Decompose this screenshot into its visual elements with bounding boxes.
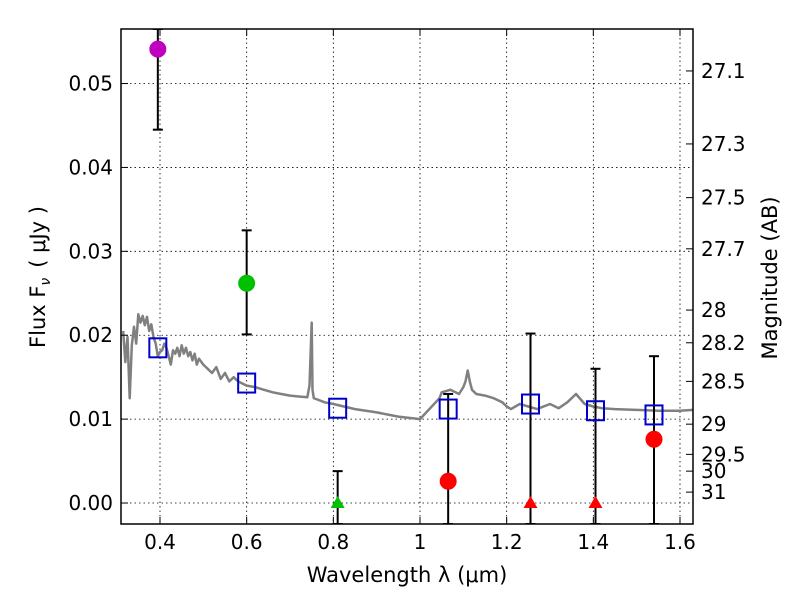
y-tick-label: 0.03 <box>68 239 113 263</box>
x-tick-label: 0.8 <box>317 530 349 554</box>
magnitude-tick-label: 27.5 <box>701 186 746 210</box>
x-tick-label: 1.4 <box>577 530 609 554</box>
flux-point <box>238 274 256 292</box>
y-axis-title-subscript: ν <box>38 278 54 286</box>
model-flux-square <box>644 404 664 426</box>
plot-area <box>121 29 693 524</box>
tick-labels: 0.4 0.6 0.8 1 1.2 1.4 1.6 0.00 0.01 0.02 0.03 0.04 0… <box>68 59 745 554</box>
magnitude-tick-label: 28 <box>701 298 726 322</box>
y-tick-label: 0.00 <box>68 491 113 515</box>
magnitude-tick-label: 31 <box>701 480 726 504</box>
flux-point <box>149 40 167 58</box>
y-tick-label: 0.05 <box>68 72 113 96</box>
magnitude-tick-label: 27.3 <box>701 132 746 156</box>
model-spectrum-line <box>121 313 693 421</box>
x-tick-label: 1.2 <box>491 530 523 554</box>
axis-ticks <box>121 29 693 524</box>
x-tick-label: 1.6 <box>664 530 696 554</box>
plot-frame <box>120 28 694 525</box>
model-flux-square <box>148 337 168 359</box>
flux-point <box>439 472 457 490</box>
magnitude-tick-label: 27.1 <box>701 59 746 83</box>
magnitude-tick-label: 28.2 <box>701 331 746 355</box>
y-tick-label: 0.04 <box>68 155 113 179</box>
model-flux-square <box>328 397 348 419</box>
upper-limit-triangle <box>588 496 603 509</box>
y-axis-title-main: Flux F <box>26 286 50 348</box>
x-axis-title: Wavelength λ (μm) <box>307 563 508 587</box>
model-flux-square <box>438 398 458 420</box>
x-tick-label: 0.4 <box>144 530 176 554</box>
y-tick-label: 0.02 <box>68 323 113 347</box>
flux-point <box>645 430 663 448</box>
model-flux-square <box>586 400 605 422</box>
y-tick-label: 0.01 <box>68 407 113 431</box>
model-flux-square <box>521 393 540 415</box>
upper-limit-triangle <box>523 496 538 509</box>
y-axis-title: Flux Fν ( μJy ) <box>26 206 54 348</box>
model-flux-square <box>237 372 257 394</box>
magnitude-tick-label: 29 <box>701 412 726 436</box>
right-axis-title: Magnitude (AB) <box>758 196 782 359</box>
magnitude-tick-label: 27.7 <box>701 237 746 261</box>
x-tick-label: 0.6 <box>231 530 263 554</box>
upper-limit-triangle <box>330 496 345 509</box>
x-tick-label: 1 <box>414 530 427 554</box>
y-axis-title-units: ( μJy ) <box>26 206 50 268</box>
magnitude-tick-label: 30 <box>701 459 726 483</box>
magnitude-tick-label: 29.5 <box>701 442 746 466</box>
magnitude-tick-label: 28.5 <box>701 369 746 393</box>
grid <box>121 29 693 524</box>
